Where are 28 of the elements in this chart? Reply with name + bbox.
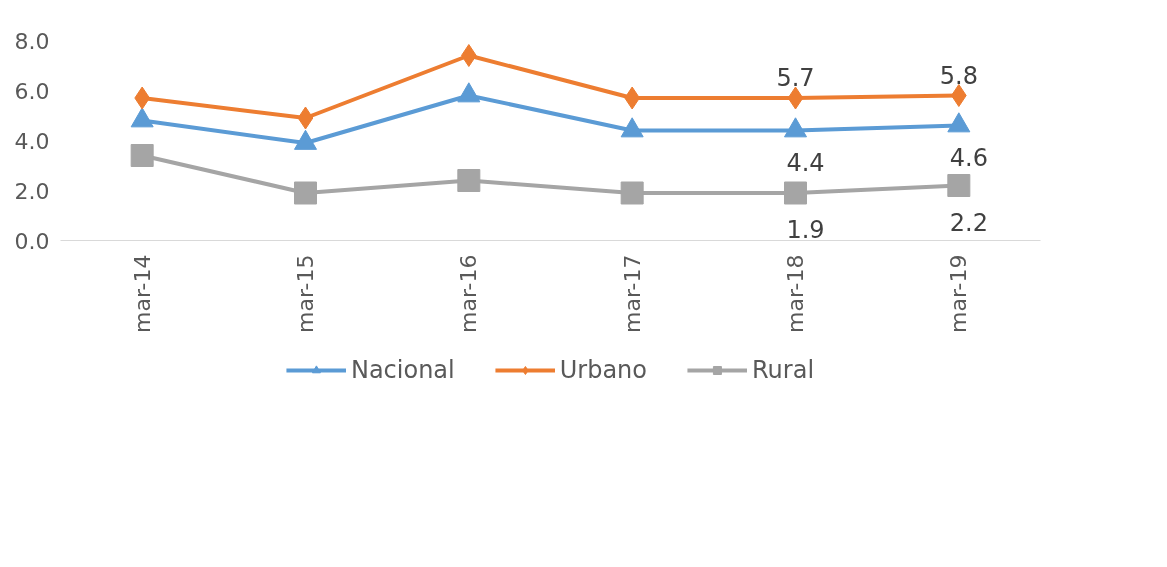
legend-label: Urbano	[559, 356, 648, 384]
data-label: 2.2	[949, 208, 988, 237]
point	[130, 144, 154, 167]
point	[294, 181, 317, 205]
x-tick-label: mar-14	[129, 254, 155, 333]
point	[787, 86, 804, 110]
data-label: 5.7	[776, 64, 815, 92]
y-tick-label: 0.0	[14, 228, 50, 254]
point	[620, 181, 644, 205]
x-tick-label: mar-18	[783, 254, 808, 333]
x-tick-label: mar-17	[619, 254, 645, 333]
point	[784, 181, 807, 205]
point	[457, 169, 481, 192]
y-tick-label: 2.0	[14, 178, 50, 204]
y-tick-label: 6.0	[14, 78, 50, 104]
y-tick-label: 8.0	[14, 28, 50, 54]
legend-label: Nacional	[350, 356, 455, 384]
data-label: 4.4	[786, 148, 825, 177]
point	[947, 174, 971, 197]
x-tick-label: mar-19	[946, 254, 972, 333]
data-label: 4.6	[949, 143, 988, 172]
y-tick-label: 4.0	[14, 128, 50, 154]
data-label: 5.8	[939, 61, 978, 90]
legend-label: Rural	[752, 356, 815, 384]
data-label: 1.9	[786, 216, 825, 244]
x-tick-label: mar-15	[293, 254, 318, 333]
point	[297, 106, 314, 130]
x-tick-label: mar-16	[456, 254, 482, 333]
